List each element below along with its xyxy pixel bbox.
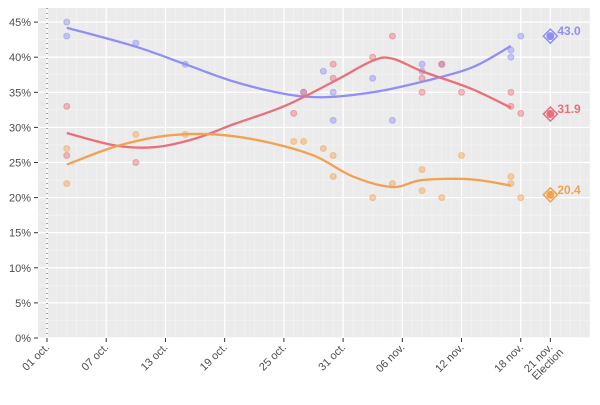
x-tick-label: 31 oct.: [316, 342, 348, 374]
x-tick-label-group: 19 oct.: [198, 342, 230, 374]
x-tick-label-group: 06 nov.: [374, 342, 407, 375]
poll-point: [63, 18, 71, 26]
x-tick-label-group: 31 oct.: [316, 342, 348, 374]
result-label: 43.0: [557, 24, 581, 38]
poll-point: [517, 109, 525, 117]
poll-point: [300, 137, 308, 145]
y-tick-label: 25%: [9, 158, 31, 170]
poll-point: [290, 109, 298, 117]
x-tick-label-group: 07 oct.: [79, 342, 111, 374]
x-tick-label: 01 oct.: [20, 342, 52, 374]
poll-point: [300, 88, 308, 96]
trend-line: [66, 56, 512, 149]
poll-point: [369, 74, 377, 82]
poll-point: [63, 151, 71, 159]
poll-point: [132, 159, 140, 166]
poll-point: [63, 180, 71, 188]
poll-point: [517, 32, 525, 40]
x-tick-label-group: 21 nov.Election: [522, 342, 566, 383]
trend-line: [66, 132, 512, 189]
y-tick-label: 20%: [9, 193, 31, 205]
result-label: 20.4: [557, 183, 581, 197]
poll-point: [507, 53, 515, 61]
x-tick-label: 07 oct.: [79, 342, 111, 374]
poll-point: [507, 88, 515, 96]
poll-point: [438, 60, 446, 68]
x-tick-label-group: 18 nov.: [492, 342, 525, 375]
y-tick-label: 15%: [9, 228, 31, 240]
poll-point: [290, 137, 298, 145]
x-tick-label: 19 oct.: [198, 342, 230, 374]
result-point: [546, 190, 555, 199]
poll-point: [388, 116, 396, 124]
x-tick-label: 13 oct.: [139, 342, 171, 374]
poll-point: [329, 173, 337, 181]
poll-point: [63, 32, 71, 40]
x-tick-label: 25 oct.: [257, 342, 289, 374]
poll-point: [369, 194, 377, 202]
y-tick-label: 5%: [15, 298, 31, 310]
x-tick-label-group: 13 oct.: [139, 342, 171, 374]
poll-point: [319, 144, 327, 152]
result-label: 31.9: [557, 102, 581, 116]
x-tick-label: 12 nov.: [433, 342, 466, 375]
poll-point: [438, 194, 446, 202]
y-tick-label: 35%: [9, 87, 31, 99]
y-tick-label: 0%: [15, 333, 31, 345]
poll-point: [329, 116, 337, 124]
poll-point: [418, 187, 426, 195]
poll-point: [132, 130, 140, 138]
result-point: [546, 32, 555, 41]
x-tick-label-group: 25 oct.: [257, 342, 289, 374]
poll-point: [418, 88, 426, 96]
result-point: [546, 110, 555, 119]
y-tick-label: 30%: [9, 122, 31, 134]
poll-point: [418, 166, 426, 174]
poll-point: [329, 151, 337, 159]
poll-point: [507, 173, 515, 181]
poll-point: [418, 60, 426, 68]
poll-point: [329, 88, 337, 96]
poll-point: [63, 144, 71, 152]
y-tick-label: 10%: [9, 263, 31, 275]
poll-point: [458, 88, 466, 96]
poll-point: [517, 194, 525, 202]
x-tick-label: 18 nov.: [492, 342, 525, 375]
plot-panel: [38, 8, 590, 338]
trend-line: [66, 26, 512, 99]
poll-point: [319, 67, 327, 75]
poll-point: [63, 102, 71, 110]
poll-point: [388, 32, 396, 40]
poll-point: [458, 151, 466, 159]
y-tick-label: 45%: [9, 17, 31, 29]
poll-point: [388, 180, 396, 188]
x-tick-label-group: 12 nov.: [433, 342, 466, 375]
poll-point: [329, 60, 337, 68]
x-tick-label: 06 nov.: [374, 342, 407, 375]
y-tick-label: 40%: [9, 52, 31, 64]
x-tick-label-group: 01 oct.: [20, 342, 52, 374]
